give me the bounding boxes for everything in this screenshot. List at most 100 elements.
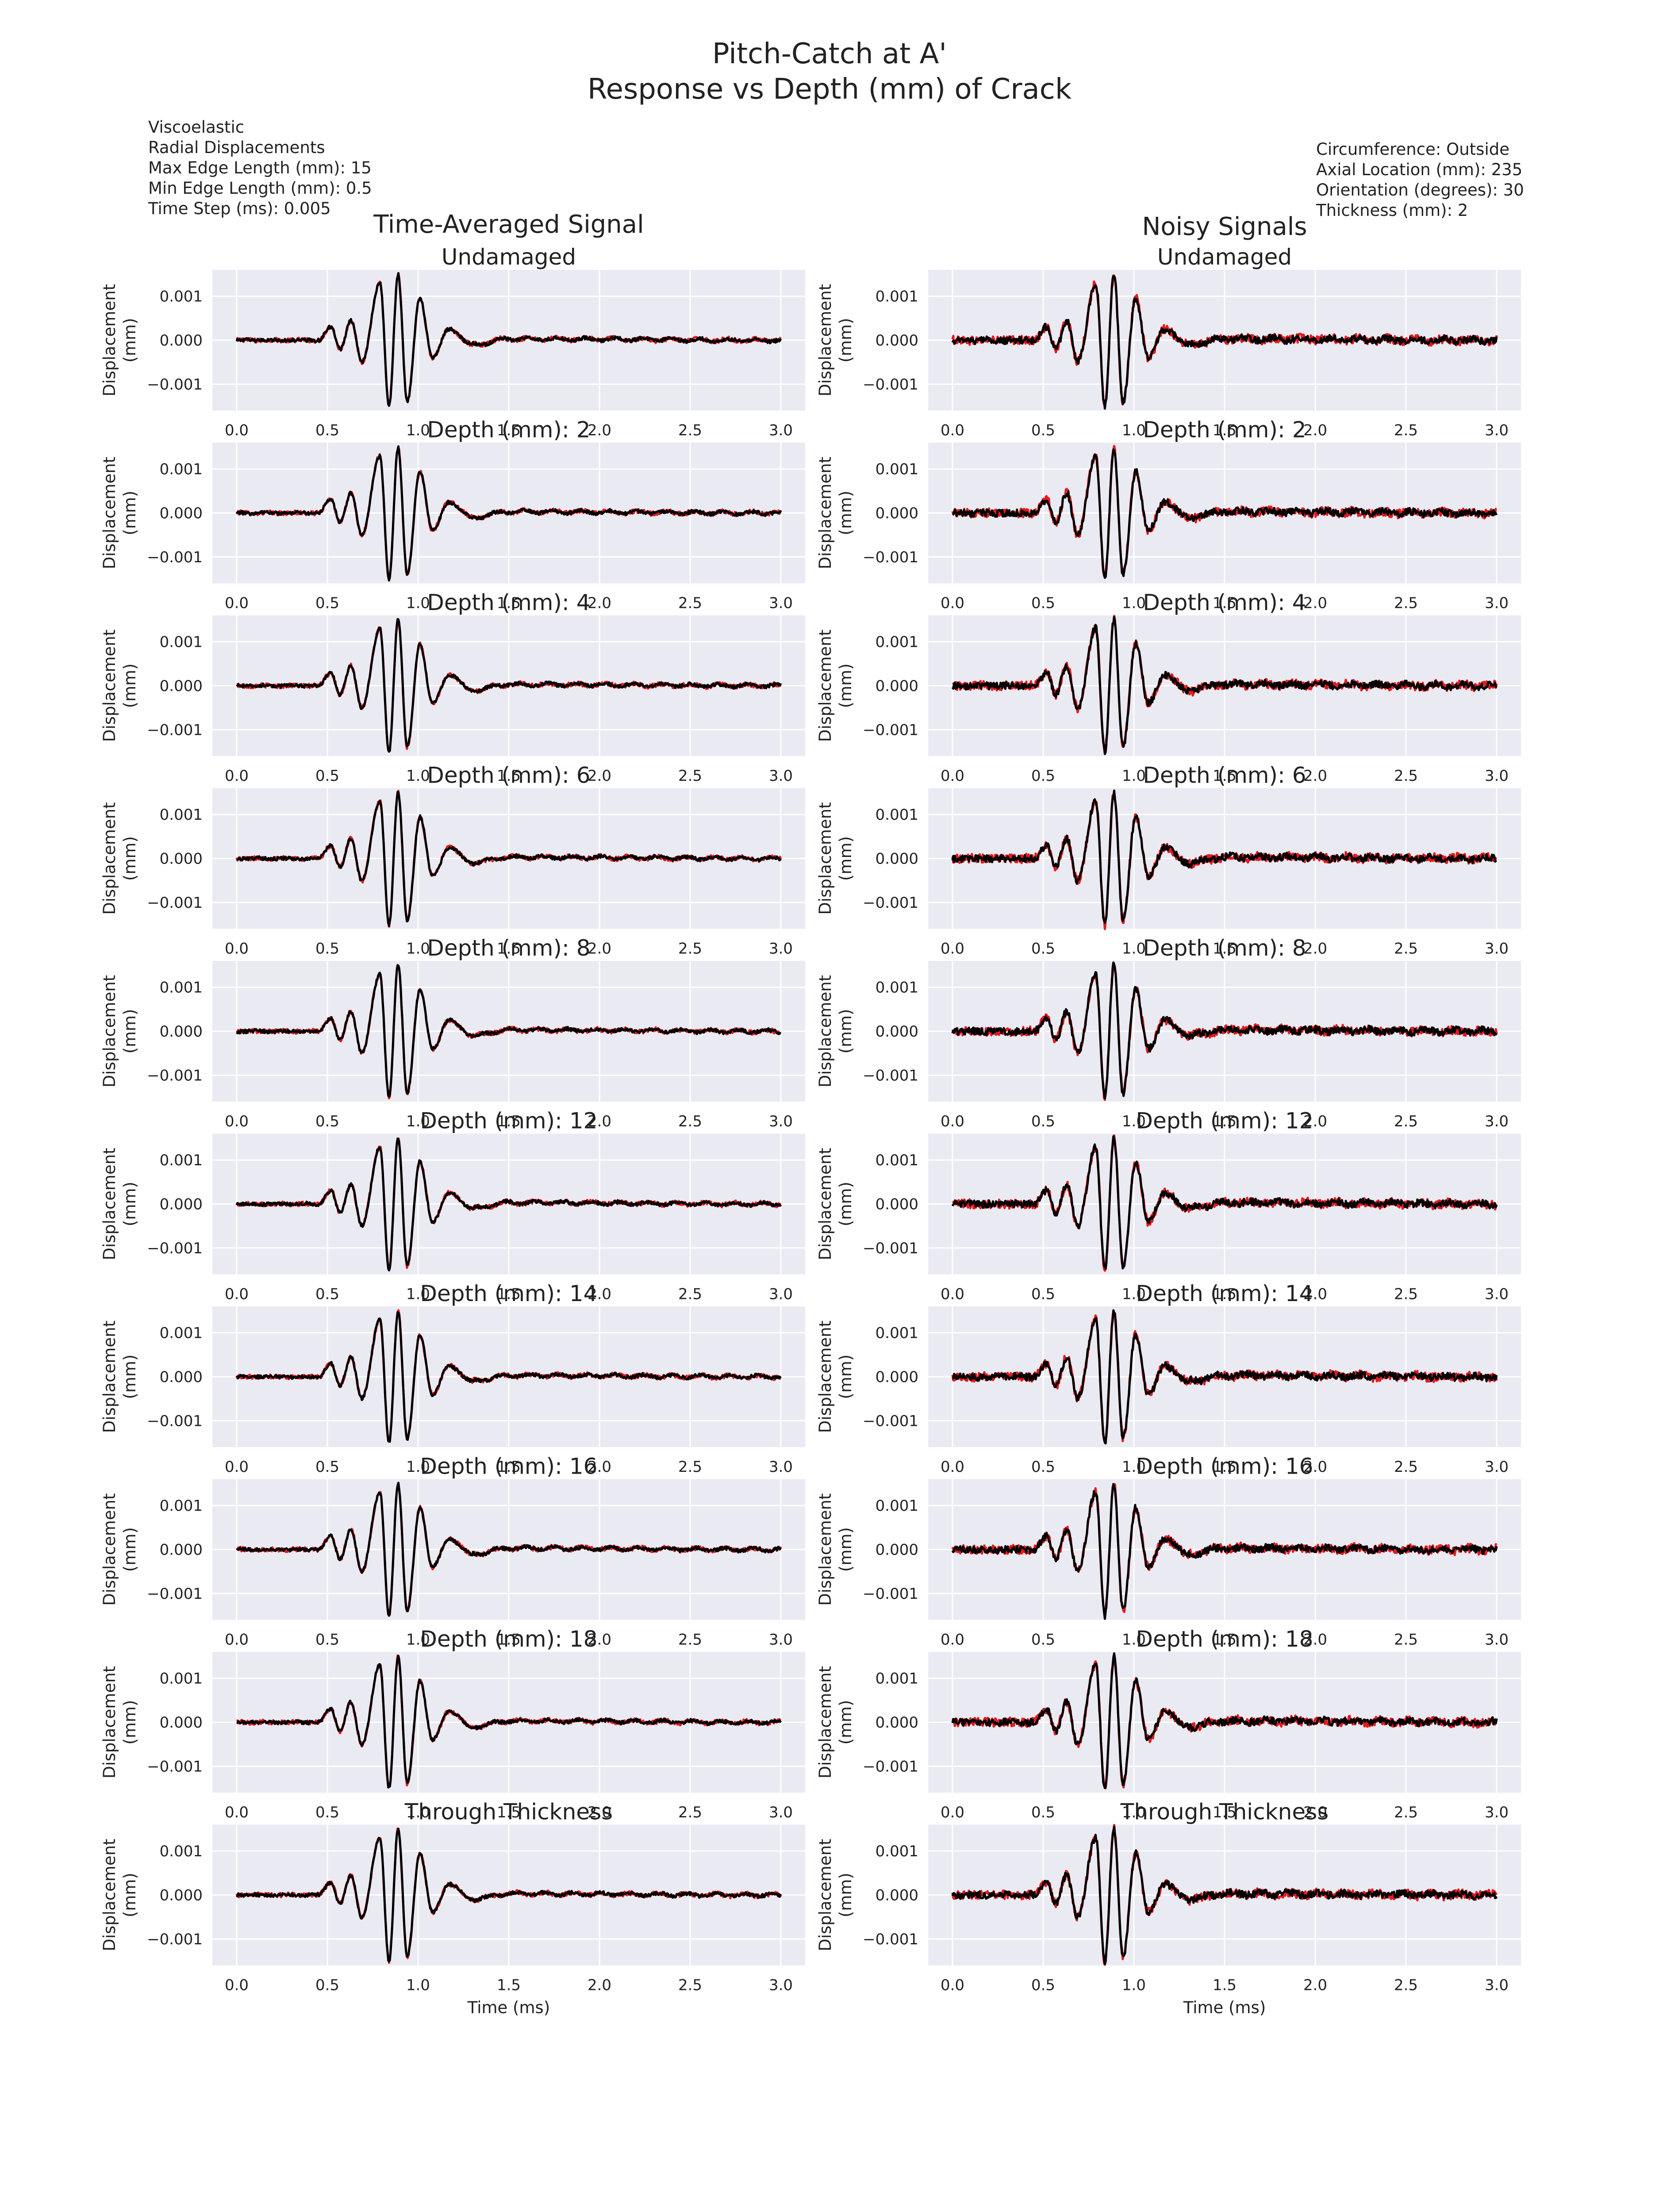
x-tick-label: 0.0 (225, 1113, 249, 1130)
y-axis-label-line1: Displacement (100, 630, 119, 742)
panel-title: Depth (mm): 2 (427, 417, 590, 443)
y-tick-label: 0.001 (160, 979, 203, 997)
y-tick-label: 0.000 (160, 677, 203, 695)
x-tick-label: 2.5 (678, 595, 702, 612)
x-tick-label: 3.0 (1485, 1458, 1509, 1476)
series-line-black (236, 791, 782, 927)
x-tick-label: 1.5 (497, 1286, 521, 1303)
x-tick-label: 0.0 (941, 595, 964, 612)
x-tick-label: 0.5 (315, 940, 339, 958)
y-tick-label: −0.001 (863, 1412, 918, 1430)
x-tick-label: 2.0 (588, 1458, 611, 1476)
y-axis-label: Displacement(mm) (816, 975, 855, 1087)
y-axis-label-line1: Displacement (100, 1666, 119, 1778)
y-axis-label-line2: (mm) (836, 1009, 855, 1054)
series-line-black (952, 1309, 1498, 1445)
y-tick-label: 0.000 (160, 1541, 203, 1559)
x-tick-label: 2.0 (588, 422, 611, 439)
panel-r2-c1: 0.0 0.5 1.0 1.5 2.0 2.5 3.0 0.001 0.000 −0.001 Dis… (816, 590, 1521, 785)
y-axis-label-line2: (mm) (836, 836, 855, 881)
y-axis-label-line1: Displacement (100, 457, 119, 569)
panel-r7-c0: 0.0 0.5 1.0 1.5 2.0 2.5 3.0 0.001 0.000 −0.001 Dis… (100, 1454, 805, 1649)
x-tick-label: 1.0 (1122, 1113, 1146, 1130)
x-tick-label: 3.0 (769, 1804, 793, 1821)
x-tick-label: 2.0 (1303, 422, 1327, 439)
y-axis-label-line2: (mm) (836, 318, 855, 363)
panel-r0-c1: 0.0 0.5 1.0 1.5 2.0 2.5 3.0 0.001 0.000 −0.001 Dis… (816, 244, 1521, 439)
x-tick-label: 2.0 (588, 940, 611, 958)
y-axis-label: Displacement(mm) (816, 1666, 855, 1778)
x-tick-label: 0.5 (315, 1113, 339, 1130)
series-line-black (235, 445, 782, 582)
series-line-black (951, 1135, 1498, 1270)
x-tick-label: 2.0 (588, 767, 611, 785)
x-tick-label: 0.0 (225, 940, 249, 958)
panel-r5-c1: 0.0 0.5 1.0 1.5 2.0 2.5 3.0 0.001 0.000 −0.001 Dis… (816, 1108, 1521, 1303)
left-info-line-2: Max Edge Length (mm): 15 (148, 158, 372, 177)
panel-title: Undamaged (442, 244, 576, 270)
x-tick-label: 1.5 (497, 422, 521, 439)
x-tick-label: 1.5 (1213, 1977, 1237, 1994)
x-tick-label: 2.0 (1303, 1804, 1327, 1821)
x-tick-label: 1.0 (406, 1804, 430, 1821)
y-tick-label: 0.001 (876, 461, 918, 478)
x-tick-label: 2.5 (678, 1631, 702, 1649)
y-tick-label: 0.001 (876, 1497, 918, 1515)
x-tick-label: 2.5 (1394, 1804, 1418, 1821)
y-tick-label: 0.000 (876, 1541, 918, 1559)
series-line-black (951, 1483, 1498, 1620)
x-tick-label: 0.5 (315, 422, 339, 439)
series-line-black (235, 272, 782, 407)
series-line-black (951, 616, 1498, 755)
y-tick-label: 0.000 (160, 505, 203, 522)
y-axis-label-line1: Displacement (100, 1321, 119, 1433)
y-axis-label: Displacement(mm) (100, 284, 139, 396)
y-axis-label-line1: Displacement (816, 975, 835, 1087)
x-tick-label: 1.5 (1213, 1113, 1237, 1130)
x-tick-label: 0.0 (225, 422, 249, 439)
x-tick-label: 0.0 (225, 1977, 249, 1994)
x-tick-label: 0.0 (225, 1458, 249, 1476)
x-axis-label: Time (ms) (1183, 1998, 1266, 2017)
x-tick-label: 3.0 (1485, 1631, 1509, 1649)
y-axis-label-line2: (mm) (120, 1009, 139, 1054)
panel-title: Depth (mm): 12 (1136, 1108, 1313, 1134)
y-axis-label-line1: Displacement (816, 1148, 835, 1260)
x-tick-label: 2.5 (1394, 1286, 1418, 1303)
series-line-black (951, 789, 1497, 924)
panel-title: Depth (mm): 8 (1143, 935, 1306, 961)
x-tick-label: 1.0 (1122, 1977, 1146, 1994)
y-tick-label: 0.000 (160, 1887, 203, 1905)
y-axis-label: Displacement(mm) (816, 284, 855, 396)
x-tick-label: 0.5 (315, 767, 339, 785)
x-tick-label: 2.0 (588, 595, 611, 612)
panel-title: Undamaged (1157, 244, 1292, 270)
y-tick-label: −0.001 (147, 721, 203, 739)
panel-r9-c0: 0.0 0.5 1.0 1.5 2.0 2.5 3.0 0.001 0.000 −0.001 Dis… (100, 1799, 805, 2017)
x-tick-label: 1.5 (497, 1631, 521, 1649)
y-tick-label: −0.001 (863, 1931, 918, 1948)
x-tick-label: 1.0 (1122, 1286, 1146, 1303)
y-tick-label: −0.001 (863, 376, 918, 393)
x-tick-label: 1.5 (1213, 1458, 1237, 1476)
x-tick-label: 2.0 (588, 1113, 611, 1130)
x-tick-label: 1.0 (1122, 767, 1146, 785)
y-axis-label-line1: Displacement (816, 457, 835, 569)
x-tick-label: 0.0 (941, 1977, 964, 1994)
x-tick-label: 0.0 (941, 1113, 964, 1130)
y-axis-label: Displacement(mm) (816, 1839, 855, 1951)
panel-r2-c0: 0.0 0.5 1.0 1.5 2.0 2.5 3.0 0.001 0.000 −0.001 Dis… (100, 590, 805, 785)
y-tick-label: 0.000 (876, 332, 918, 349)
y-axis-label-line2: (mm) (120, 1182, 139, 1226)
x-tick-label: 2.5 (1394, 595, 1418, 612)
x-tick-label: 2.0 (1303, 767, 1327, 785)
x-tick-label: 2.5 (1394, 1631, 1418, 1649)
x-tick-label: 1.5 (497, 767, 521, 785)
x-tick-label: 2.5 (1394, 940, 1418, 958)
y-tick-label: 0.001 (876, 1670, 918, 1688)
right-info-line-0: Circumference: Outside (1316, 140, 1509, 159)
left-info-line-3: Min Edge Length (mm): 0.5 (148, 179, 372, 198)
x-axis-label: Time (ms) (467, 1998, 550, 2017)
x-tick-label: 2.0 (588, 1977, 611, 1994)
y-axis-label-line2: (mm) (120, 1355, 139, 1399)
